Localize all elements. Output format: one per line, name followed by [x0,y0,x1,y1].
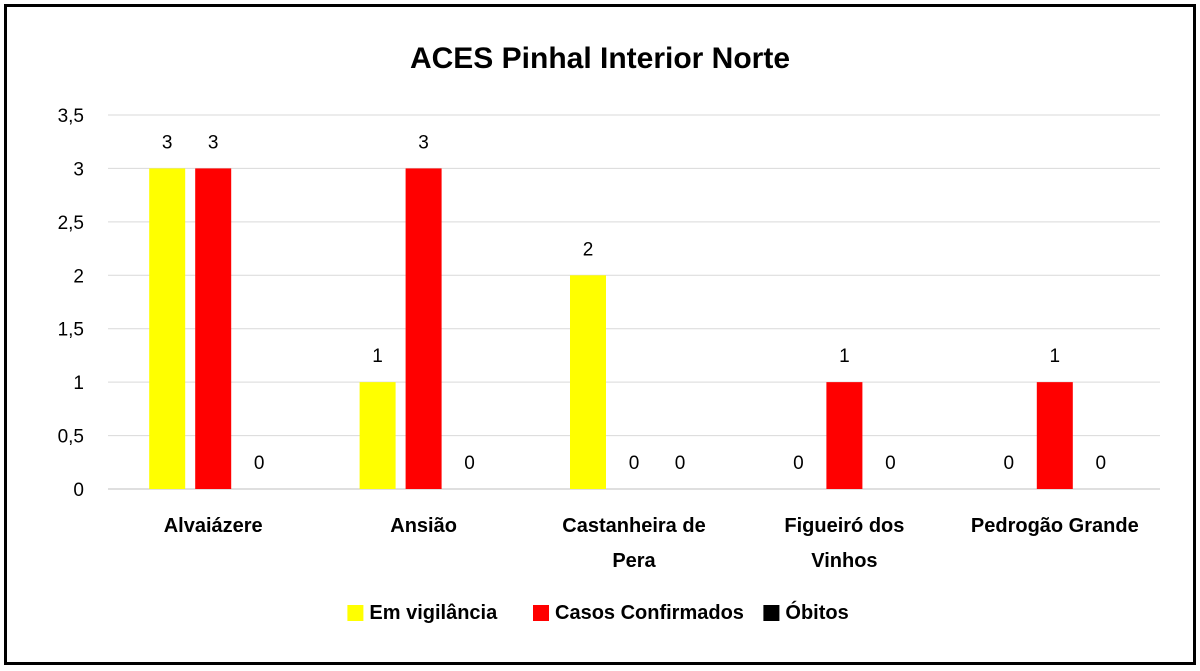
bars [149,168,1073,489]
bar [570,275,606,489]
x-category-label: Castanheira de [562,515,705,537]
y-tick-label: 1,5 [58,320,84,341]
y-tick-label: 2,5 [58,213,84,234]
legend-label: Em vigilância [369,602,498,624]
data-label: 2 [583,239,594,260]
x-category-label: Ansião [390,515,457,537]
legend: Em vigilância Casos Confirmados Óbitos [347,600,849,624]
x-axis: Alvaiázere Ansião Castanheira de Pera Figuei… [164,515,1139,572]
y-tick-label: 1 [73,373,84,394]
y-tick-label: 0 [73,480,84,501]
data-label: 1 [1050,346,1061,367]
data-label: 0 [675,453,686,474]
gridlines [108,114,1160,490]
data-label: 1 [372,346,383,367]
data-label: 0 [793,453,804,474]
y-axis: 0 0,5 1 1,5 2 2,5 3 3,5 [58,106,84,501]
y-tick-label: 3 [73,159,84,180]
legend-label: Casos Confirmados [555,602,744,624]
legend-swatch [763,605,780,621]
x-category-label: Pera [612,550,656,572]
bar [149,168,186,489]
x-category-label: Vinhos [811,550,877,572]
y-tick-label: 3,5 [58,106,84,127]
data-label: 0 [885,453,896,474]
data-label: 3 [162,132,173,153]
bar [826,382,863,489]
x-category-label: Alvaiázere [164,515,263,537]
data-label: 0 [464,453,475,474]
bar [195,168,232,489]
x-category-label: Figueiró dos [784,515,904,537]
legend-item: Em vigilância [347,602,498,624]
data-label: 0 [1096,453,1107,474]
bar [359,382,396,489]
legend-swatch [347,605,364,621]
data-label: 3 [208,132,219,153]
data-label: 0 [629,453,640,474]
bar [405,168,442,489]
legend-swatch [533,605,549,621]
legend-item: Casos Confirmados [533,602,744,624]
data-label: 3 [418,132,429,153]
legend-label: Óbitos [785,600,848,624]
x-category-label: Pedrogão Grande [971,515,1139,537]
y-tick-label: 0,5 [58,427,84,448]
data-label: 0 [254,453,265,474]
bar [1036,382,1073,489]
legend-item: Óbitos [763,600,849,624]
data-labels: 3 3 0 1 3 0 2 0 0 0 1 0 0 1 0 [162,132,1106,474]
data-label: 0 [1004,453,1015,474]
data-label: 1 [839,346,850,367]
y-tick-label: 2 [73,266,84,287]
chart-title: ACES Pinhal Interior Norte [410,42,790,75]
